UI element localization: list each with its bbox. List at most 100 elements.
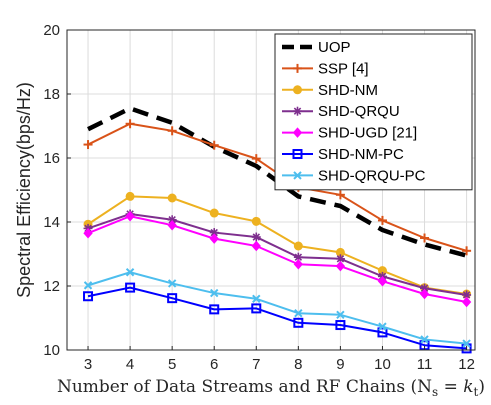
data-point: [293, 241, 303, 251]
series-6: [83, 268, 471, 348]
data-point: [335, 190, 345, 200]
data-point: [378, 322, 387, 331]
x-tick-label: 11: [417, 356, 433, 373]
x-tick-label: 3: [84, 356, 92, 373]
legend-label: SHD-NM-PC: [318, 146, 404, 163]
data-point: [251, 303, 262, 314]
x-axis-label-end: ): [478, 377, 485, 397]
legend: UOP SSP [4] SHD-NM SHD-QRQU SHD-UGD [21] SHD-…: [274, 33, 473, 191]
data-point: [209, 208, 219, 218]
x-axis-label-sub-s: s: [432, 385, 438, 399]
series-line: [87, 213, 467, 296]
x-axis-label-sub-t: t: [474, 385, 479, 399]
x-tick-label: 4: [126, 356, 134, 373]
x-tick-label: 6: [210, 356, 218, 373]
x-tick-label: 5: [168, 356, 176, 373]
legend-label: SHD-QRQU: [318, 103, 400, 120]
legend-item: SHD-NM: [282, 82, 378, 99]
y-tick-label: 14: [43, 214, 60, 231]
series-line: [87, 215, 467, 303]
data-point: [125, 282, 136, 293]
plot-frame: [66, 29, 476, 351]
series-4: [83, 210, 472, 308]
data-point: [294, 308, 303, 318]
data-point: [167, 279, 177, 288]
data-point: [209, 233, 219, 244]
data-point: [293, 252, 303, 262]
legend-item: SSP [4]: [282, 60, 369, 77]
legend-label: UOP: [318, 39, 351, 56]
legend-marker: [293, 106, 302, 116]
data-point: [209, 304, 220, 315]
data-point: [461, 296, 472, 308]
data-point: [335, 320, 346, 331]
data-point: [83, 140, 93, 150]
y-tick-label: 20: [43, 22, 60, 39]
legend-label: SSP [4]: [318, 60, 369, 77]
legend-item: UOP: [282, 39, 351, 56]
x-tick-label: 9: [336, 356, 344, 373]
x-axis-label-main: Number of Data Streams and RF Chains (N: [57, 377, 432, 397]
axis-ticks: 3 4 5 6 7 8 9 10 11 12 10 12 14 16 18 20: [43, 22, 475, 373]
data-point: [83, 227, 93, 239]
series-line: [87, 286, 467, 350]
data-point: [167, 193, 177, 203]
legend-marker: [292, 149, 303, 159]
legend-item: SHD-UGD [21]: [282, 125, 417, 142]
data-point: [167, 219, 177, 231]
data-point: [419, 288, 430, 300]
data-point: [251, 154, 261, 164]
data-point: [462, 246, 472, 256]
legend-marker: [293, 63, 302, 73]
data-point: [125, 268, 135, 277]
x-tick-label: 12: [458, 356, 475, 373]
y-tick-label: 10: [43, 342, 60, 359]
legend-item: SHD-NM-PC: [282, 146, 404, 163]
data-point: [293, 317, 304, 328]
data-point: [83, 281, 93, 290]
data-point: [125, 119, 135, 129]
legend-item: SHD-QRQU: [282, 103, 400, 120]
data-point: [251, 232, 261, 242]
legend-label: SHD-NM: [318, 82, 378, 99]
legend-label: SHD-UGD [21]: [318, 125, 417, 142]
series-layer: [83, 106, 472, 354]
data-point: [125, 210, 135, 222]
data-point: [209, 228, 219, 238]
legend-marker: [293, 171, 302, 180]
data-point: [377, 275, 388, 287]
data-point: [420, 335, 429, 344]
data-point: [420, 233, 430, 243]
data-point: [167, 126, 177, 136]
data-point: [293, 258, 304, 270]
data-point: [252, 294, 261, 304]
series-line: [87, 195, 467, 295]
data-point: [167, 215, 177, 225]
legend-marker: [293, 85, 302, 95]
data-point: [83, 291, 94, 302]
data-point: [210, 288, 219, 298]
series-5: [83, 282, 472, 354]
x-tick-label: 7: [252, 356, 260, 373]
series-line: [87, 271, 467, 345]
y-tick-label: 18: [43, 86, 60, 103]
x-tick-label: 8: [294, 356, 302, 373]
data-point: [167, 293, 178, 304]
data-point: [377, 327, 388, 338]
data-point: [377, 215, 387, 225]
data-point: [462, 339, 471, 348]
x-axis-label: Number of Data Streams and RF Chains (Ns…: [57, 377, 485, 399]
data-point: [209, 140, 219, 150]
data-point: [251, 216, 261, 226]
y-axis-label: Spectral Efficiency(bps/Hz): [14, 82, 34, 298]
legend-item: SHD-QRQU-PC: [282, 167, 426, 184]
data-point: [336, 310, 345, 320]
y-tick-label: 12: [43, 278, 60, 295]
legend-marker: [292, 127, 303, 138]
y-tick-label: 16: [43, 150, 60, 167]
legend-label: SHD-QRQU-PC: [318, 167, 426, 184]
x-tick-label: 10: [374, 356, 391, 373]
data-point: [335, 260, 346, 272]
x-axis-label-eq: = k: [438, 377, 473, 397]
